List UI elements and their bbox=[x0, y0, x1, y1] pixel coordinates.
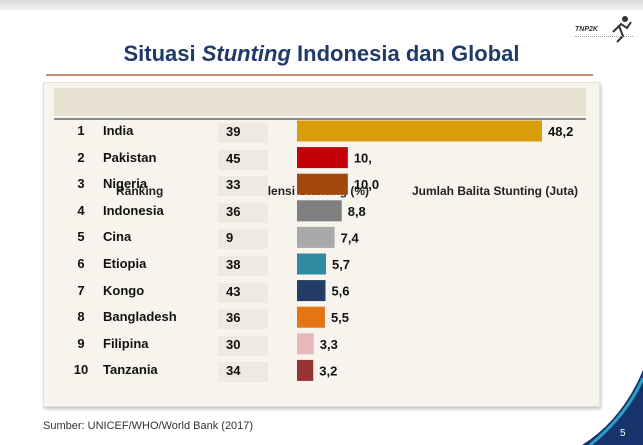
country-label: Etiopia bbox=[103, 256, 147, 271]
prevalence-value: 36 bbox=[226, 203, 241, 219]
prevalence-value: 30 bbox=[226, 336, 241, 352]
prevalence-value: 45 bbox=[226, 150, 241, 166]
page-number: 5 bbox=[620, 428, 626, 439]
country-label: Bangladesh bbox=[103, 309, 177, 325]
corner-decoration bbox=[582, 370, 643, 445]
country-label: India bbox=[103, 123, 134, 138]
prevalence-value: 39 bbox=[226, 124, 241, 139]
prevalence-cell-bg bbox=[218, 335, 268, 356]
prevalence-cell-bg bbox=[218, 256, 268, 276]
header-ranking: Ranking bbox=[116, 184, 164, 198]
prevalence-cell-bg bbox=[218, 309, 268, 330]
title-pre: Situasi bbox=[123, 41, 202, 66]
rank-cell: 7 bbox=[77, 282, 85, 298]
country-label: Kongo bbox=[103, 282, 145, 298]
title-divider bbox=[46, 74, 593, 76]
country-label: Cina bbox=[103, 229, 132, 245]
rank-cell: 4 bbox=[77, 202, 85, 218]
country-label: Filipina bbox=[103, 335, 149, 351]
prevalence-cell-bg bbox=[218, 282, 268, 303]
header-divider bbox=[54, 118, 586, 120]
prevalence-value: 9 bbox=[226, 230, 234, 246]
prevalence-value: 33 bbox=[226, 177, 241, 193]
rank-cell: 2 bbox=[77, 149, 85, 165]
prevalence-cell-bg bbox=[218, 229, 268, 250]
prevalence-value: 43 bbox=[226, 283, 241, 299]
prevalence-value: 38 bbox=[226, 257, 241, 272]
prevalence-cell-bg bbox=[218, 362, 268, 383]
country-label: Nigeria bbox=[103, 176, 148, 192]
title-post: Indonesia dan Global bbox=[290, 41, 520, 66]
country-label: Indonesia bbox=[103, 202, 164, 218]
rank-cell: 3 bbox=[77, 176, 85, 192]
title-italic: Stunting bbox=[201, 41, 291, 66]
rank-cell: 6 bbox=[77, 256, 85, 271]
logo-underline bbox=[575, 36, 633, 40]
rank-cell: 10 bbox=[73, 362, 89, 378]
page-title: Situasi Stunting Indonesia dan Global bbox=[0, 41, 643, 67]
prevalence-cell-bg bbox=[218, 202, 268, 223]
prevalence-cell-bg bbox=[218, 149, 268, 170]
rank-cell: 8 bbox=[77, 309, 85, 325]
source-note: Sumber: UNICEF/WHO/World Bank (2017) bbox=[43, 420, 254, 432]
header-count: Jumlah Balita Stunting (Juta) bbox=[412, 184, 579, 198]
prevalence-cell-bg bbox=[218, 123, 268, 143]
table-header: Ranking Prevalensi Stunting (%) Jumlah B… bbox=[54, 88, 586, 198]
prevalence-value: 34 bbox=[226, 363, 241, 379]
rank-cell: 5 bbox=[77, 229, 85, 245]
rank-cell: 1 bbox=[77, 123, 85, 138]
logo-text: TNP2K bbox=[575, 26, 598, 33]
top-bar bbox=[0, 0, 643, 10]
country-label: Pakistan bbox=[103, 149, 157, 165]
prevalence-value: 36 bbox=[226, 310, 241, 326]
rank-cell: 9 bbox=[77, 335, 85, 351]
country-label: Tanzania bbox=[103, 362, 158, 378]
prevalence-cell-bg bbox=[218, 176, 268, 197]
